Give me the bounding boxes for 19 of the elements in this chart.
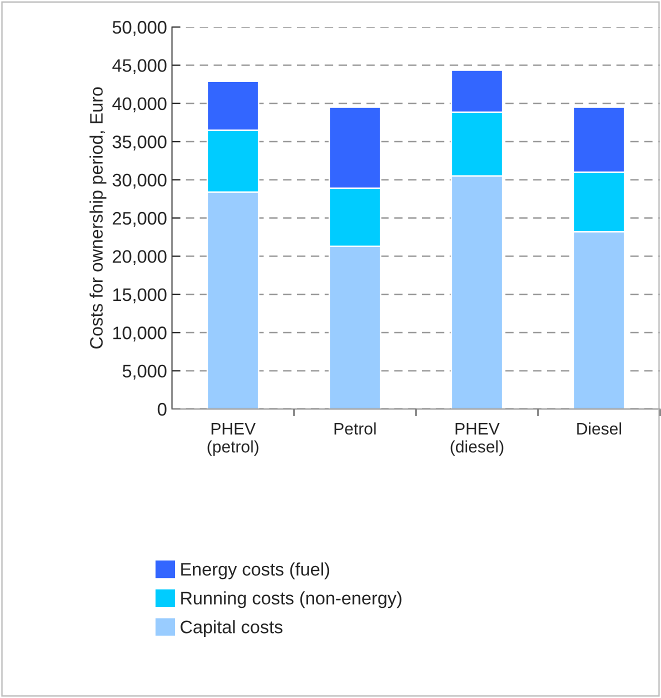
y-tick-label: 35,000 <box>112 136 166 150</box>
y-axis-title: Costs for ownership period, Euro <box>90 87 106 349</box>
y-tick-label: 0 <box>158 402 166 416</box>
y-tick-label: 40,000 <box>112 97 166 112</box>
y-tick-label: 15,000 <box>113 288 166 304</box>
y-tick-label: 50,000 <box>112 20 166 36</box>
y-tick-label: 10,000 <box>113 326 166 342</box>
legend-label: Running costs (non-energy) <box>181 591 402 608</box>
y-tick-label: 30,000 <box>112 174 166 189</box>
y-tick-label: 20,000 <box>112 250 166 266</box>
y-tick-label: 45,000 <box>112 59 166 74</box>
x-tick-label: PHEV (diesel) <box>450 422 504 456</box>
y-tick-label: 25,000 <box>112 212 166 227</box>
x-tick-label: Diesel <box>577 422 622 435</box>
x-tick-label: PHEV (petrol) <box>208 422 258 456</box>
y-tick-label: 5,000 <box>122 364 166 380</box>
legend-label: Capital costs <box>180 620 282 637</box>
x-tick-label: Petrol <box>334 422 376 435</box>
legend-label: Energy costs (fuel) <box>181 562 330 580</box>
